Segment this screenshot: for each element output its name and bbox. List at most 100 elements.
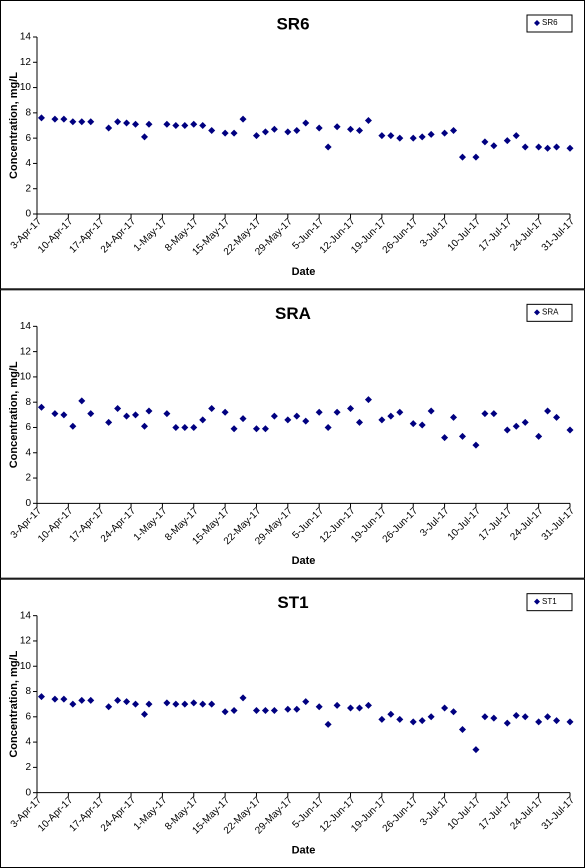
data-point <box>512 422 520 430</box>
data-point <box>441 129 449 137</box>
data-point <box>230 425 238 433</box>
data-point <box>387 412 395 420</box>
data-point <box>333 701 341 709</box>
data-point <box>459 432 467 440</box>
data-point <box>512 712 520 720</box>
data-point <box>208 405 216 413</box>
data-point <box>60 411 68 419</box>
y-tick-label: 8 <box>25 107 31 118</box>
data-point <box>284 705 292 713</box>
data-point <box>396 134 404 142</box>
data-point <box>347 405 355 413</box>
y-axis-label: Concentration, mg/L <box>8 650 20 757</box>
data-point <box>490 714 498 722</box>
data-point <box>105 418 113 426</box>
data-point <box>172 700 180 708</box>
data-point <box>535 143 543 151</box>
data-point <box>270 125 278 133</box>
y-tick-label: 2 <box>25 183 31 194</box>
data-point <box>450 413 458 421</box>
data-point <box>315 408 323 416</box>
data-point <box>60 115 68 123</box>
data-point <box>566 426 574 434</box>
data-point <box>261 706 269 714</box>
data-point <box>199 416 207 424</box>
data-point <box>114 696 122 704</box>
x-axis-label: Date <box>292 266 316 278</box>
data-point <box>481 713 489 721</box>
data-point <box>208 700 216 708</box>
data-point <box>450 127 458 135</box>
y-tick-label: 2 <box>25 762 31 773</box>
data-point <box>132 411 140 419</box>
data-point <box>481 410 489 418</box>
data-point <box>239 694 247 702</box>
y-tick-label: 12 <box>20 636 32 647</box>
data-point <box>163 410 171 418</box>
data-point <box>364 396 372 404</box>
y-tick-label: 12 <box>20 346 32 357</box>
data-point <box>364 701 372 709</box>
legend-label: SRA <box>542 307 559 316</box>
data-point <box>221 408 229 416</box>
x-axis-label: Date <box>292 555 316 567</box>
data-point <box>199 700 207 708</box>
data-point <box>333 408 341 416</box>
data-point <box>553 413 561 421</box>
chart-panel: SRA024681012143-Apr-1710-Apr-1717-Apr-17… <box>0 289 585 579</box>
data-point <box>252 706 260 714</box>
data-point <box>472 153 480 161</box>
y-tick-label: 0 <box>25 498 31 509</box>
data-point <box>387 710 395 718</box>
data-point <box>123 412 131 420</box>
data-point <box>378 132 386 140</box>
data-point <box>512 132 520 140</box>
data-point <box>140 422 148 430</box>
data-point <box>60 695 68 703</box>
data-point <box>37 693 45 701</box>
y-tick-label: 4 <box>25 447 31 458</box>
data-point <box>261 425 269 433</box>
data-point <box>324 143 332 151</box>
data-point <box>239 415 247 423</box>
y-tick-label: 2 <box>25 473 31 484</box>
chart-title: ST1 <box>277 593 308 612</box>
data-point <box>293 412 301 420</box>
data-point <box>69 118 77 126</box>
data-point <box>503 426 511 434</box>
data-point <box>302 417 310 425</box>
data-point <box>521 143 529 151</box>
data-point <box>459 725 467 733</box>
chart-panel: ST1024681012143-Apr-1710-Apr-1717-Apr-17… <box>0 578 585 868</box>
y-tick-label: 14 <box>20 610 32 621</box>
data-point <box>441 704 449 712</box>
data-point <box>190 120 198 128</box>
data-point <box>521 713 529 721</box>
panel-border <box>0 289 585 579</box>
data-point <box>252 132 260 140</box>
data-point <box>190 699 198 707</box>
data-point <box>230 129 238 137</box>
data-point <box>427 407 435 415</box>
data-point <box>132 120 140 128</box>
data-point <box>69 700 77 708</box>
y-tick-label: 14 <box>20 321 32 332</box>
data-point <box>284 128 292 136</box>
data-point <box>490 410 498 418</box>
data-point <box>364 116 372 124</box>
data-point <box>208 127 216 135</box>
data-point <box>181 700 189 708</box>
data-point <box>544 713 552 721</box>
data-point <box>347 704 355 712</box>
y-axis-label: Concentration, mg/L <box>8 72 20 179</box>
data-point <box>355 418 363 426</box>
data-point <box>396 408 404 416</box>
data-point <box>145 120 153 128</box>
chart-title: SR6 <box>276 14 309 33</box>
data-point <box>503 137 511 145</box>
data-point <box>315 124 323 132</box>
data-point <box>324 423 332 431</box>
legend-marker <box>534 309 540 316</box>
